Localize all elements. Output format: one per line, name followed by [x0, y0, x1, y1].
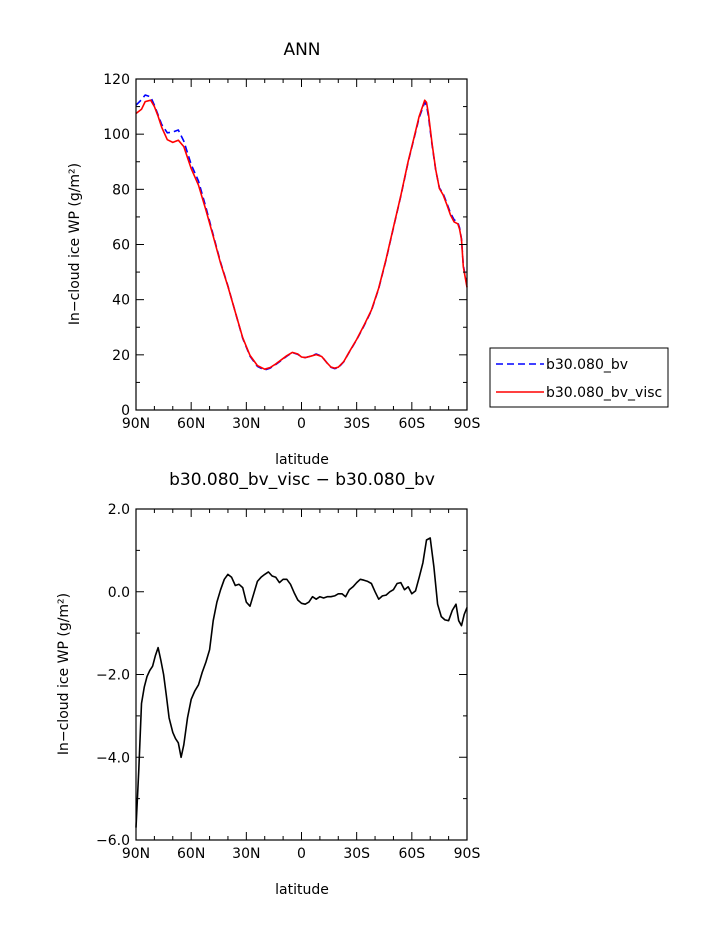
legend-label-bv-visc: b30.080_bv_visc — [546, 385, 662, 401]
y-tick-label: 20 — [112, 348, 130, 364]
x-tick-label: 30S — [343, 416, 370, 432]
y-tick-label: 0 — [121, 403, 130, 419]
plot-frame — [135, 508, 468, 841]
series-layer — [135, 537, 468, 828]
chart-title: b30.080_bv_visc − b30.080_bv — [169, 470, 435, 490]
series-line-difference — [135, 537, 468, 828]
legend-label-bv: b30.080_bv — [546, 357, 628, 373]
legend: b30.080_bv b30.080_bv_visc — [489, 347, 669, 408]
y-tick-label: 2.0 — [108, 502, 130, 518]
x-tick-label: 30S — [343, 846, 370, 862]
y-tick-label: 120 — [103, 72, 130, 88]
x-tick-label: 30N — [232, 846, 260, 862]
x-tick-label: 90N — [122, 416, 150, 432]
chart-top: ANN 90N 60N 30N 0 30S 60S 90S 0 20 40 60 80 100 120 l… — [67, 40, 669, 468]
x-tick-label: 60N — [177, 846, 205, 862]
y-tick-label: −2.0 — [96, 668, 130, 684]
x-axis-label: latitude — [275, 452, 329, 468]
y-tick-label: 0.0 — [108, 585, 130, 601]
series-line-b30-080-bv — [135, 94, 468, 371]
y-tick-label: 80 — [112, 182, 130, 198]
y-tick-label: 60 — [112, 238, 130, 254]
x-axis-label: latitude — [275, 882, 329, 898]
x-tick-label: 30N — [232, 416, 260, 432]
legend-box — [489, 347, 669, 408]
y-tick-label: −6.0 — [96, 833, 130, 849]
plot-frame — [135, 78, 468, 411]
y-axis-label: In−cloud ice WP (g/m²) — [67, 163, 83, 325]
chart-title: ANN — [283, 40, 320, 60]
x-tick-label: 60S — [398, 416, 425, 432]
tick-layer: 90N 60N 30N 0 30S 60S 90S −6.0 −4.0 −2.0 0.0 2.0 — [96, 502, 480, 862]
y-axis-label: In−cloud ice WP (g/m²) — [56, 593, 72, 755]
x-tick-label: 0 — [297, 846, 306, 862]
y-tick-label: −4.0 — [96, 750, 130, 766]
x-tick-label: 90N — [122, 846, 150, 862]
y-tick-label: 100 — [103, 127, 130, 143]
x-tick-label: 90S — [454, 846, 481, 862]
x-tick-label: 90S — [454, 416, 481, 432]
y-tick-label: 40 — [112, 293, 130, 309]
series-layer — [135, 94, 468, 371]
tick-layer: 90N 60N 30N 0 30S 60S 90S 0 20 40 60 80 100 120 — [103, 72, 480, 432]
x-tick-label: 0 — [297, 416, 306, 432]
series-line-b30-080-bv-visc — [135, 99, 468, 371]
chart-bottom: b30.080_bv_visc − b30.080_bv 90N 60N 30N 0 3… — [56, 470, 480, 898]
x-tick-label: 60N — [177, 416, 205, 432]
x-tick-label: 60S — [398, 846, 425, 862]
